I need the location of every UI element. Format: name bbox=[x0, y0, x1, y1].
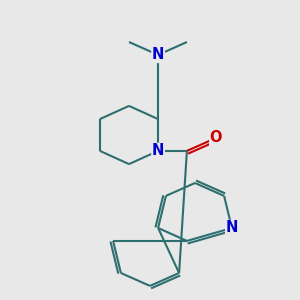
Text: O: O bbox=[210, 130, 222, 146]
Text: N: N bbox=[152, 143, 164, 158]
Text: N: N bbox=[152, 47, 164, 62]
Text: N: N bbox=[226, 220, 238, 236]
